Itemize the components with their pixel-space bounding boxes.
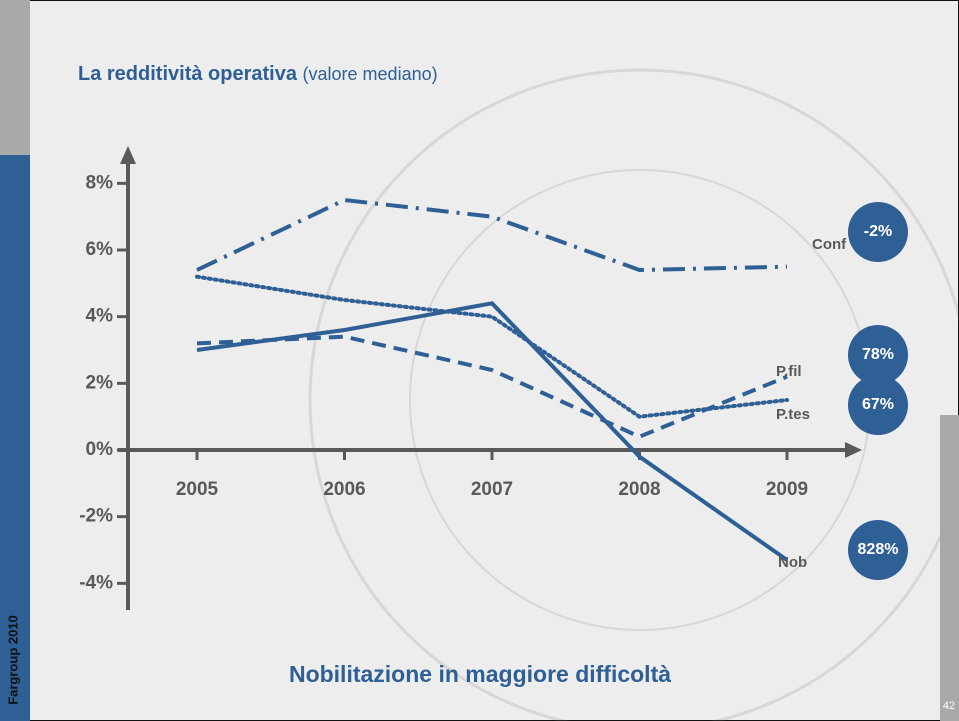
side-label: Fargroup 2010 [5, 615, 20, 705]
series-label: P.tes [776, 406, 810, 423]
y-tick-label: 2% [86, 372, 114, 393]
chart-title-block: La redditività operativa (valore mediano… [78, 63, 438, 85]
side-bar-top [0, 0, 30, 155]
y-tick-label: 6% [86, 239, 114, 260]
y-tick-label: 0% [86, 439, 114, 460]
footer-text: Nobilitazione in maggiore difficoltà [289, 661, 671, 687]
series-line [196, 334, 788, 439]
x-tick-label: 2009 [766, 479, 808, 500]
x-tick-label: 2005 [176, 479, 219, 500]
change-label: 67% [862, 396, 894, 413]
y-tick-label: -2% [79, 506, 113, 527]
y-axis-arrow [120, 146, 136, 164]
chart-subtitle: (valore mediano) [303, 64, 438, 84]
page-number: 42 [943, 700, 955, 712]
corner-block [940, 415, 959, 721]
y-tick-label: 8% [86, 172, 114, 193]
change-badge [848, 325, 908, 385]
y-tick-label: -4% [79, 572, 113, 593]
series-label: Nob [778, 554, 807, 571]
series-label: P.fil [776, 363, 802, 380]
x-axis-arrow [845, 442, 862, 458]
x-tick-label: 2006 [323, 479, 365, 500]
series-line [195, 274, 789, 419]
change-label: 828% [858, 541, 899, 558]
change-label: 78% [862, 346, 894, 363]
series-label: Conf [812, 236, 847, 253]
side-bar [0, 155, 30, 721]
series-line [196, 301, 789, 562]
change-badge [848, 375, 908, 435]
chart-title: La redditività operativa [78, 63, 298, 85]
change-label: -2% [864, 223, 892, 240]
change-badge [848, 520, 908, 580]
y-tick-label: 4% [86, 306, 114, 327]
x-tick-label: 2008 [618, 479, 660, 500]
change-badge [848, 202, 908, 262]
x-tick-label: 2007 [471, 479, 513, 500]
